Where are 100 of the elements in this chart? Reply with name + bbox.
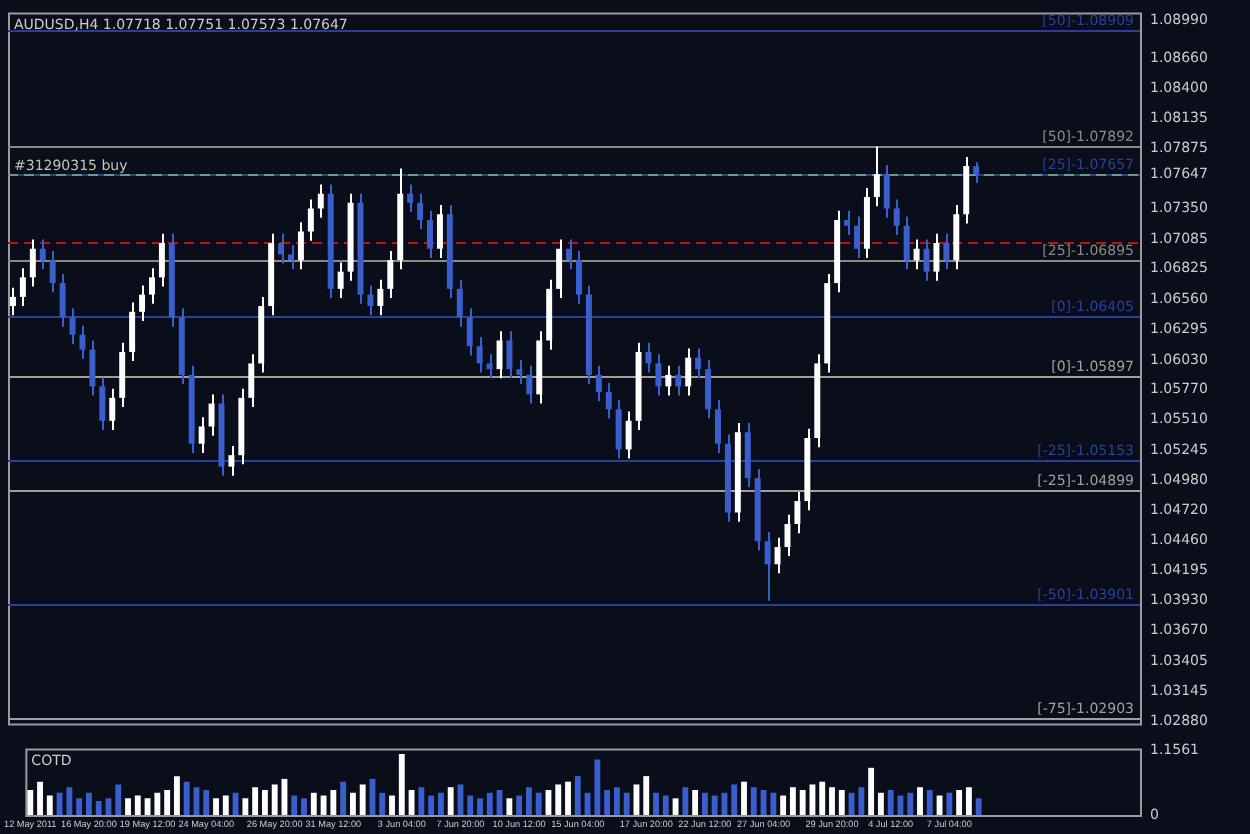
- candlestick: [69, 307, 76, 345]
- bar: [173, 776, 180, 815]
- candlestick: [59, 272, 66, 328]
- bar: [76, 798, 83, 815]
- candlestick: [496, 330, 503, 380]
- bar: [85, 792, 92, 815]
- bar: [37, 781, 43, 815]
- bar: [418, 787, 425, 815]
- candlestick: [158, 232, 165, 288]
- candlestick: [933, 232, 940, 282]
- bar: [271, 784, 278, 815]
- bar: [115, 784, 122, 815]
- candlestick: [367, 284, 374, 317]
- candlestick: [317, 183, 324, 219]
- bar: [555, 784, 562, 815]
- bar: [701, 792, 708, 815]
- bar: [692, 790, 699, 815]
- bar: [868, 767, 875, 815]
- bar: [887, 790, 894, 815]
- candlestick: [377, 278, 384, 317]
- candlestick: [139, 284, 146, 322]
- candlestick: [278, 232, 285, 265]
- bar: [349, 792, 356, 815]
- candlestick: [715, 399, 721, 454]
- candlestick: [288, 244, 294, 271]
- bar: [340, 781, 347, 815]
- candlestick: [913, 238, 920, 271]
- bar: [926, 790, 933, 815]
- bar: [750, 787, 757, 815]
- bar: [486, 792, 493, 815]
- candlestick: [198, 416, 205, 454]
- candlestick: [883, 163, 890, 219]
- candlestick: [516, 358, 523, 386]
- bar: [125, 798, 131, 815]
- bar: [252, 787, 259, 815]
- candlestick: [764, 531, 771, 602]
- candlestick: [39, 238, 46, 271]
- bar: [907, 792, 914, 815]
- candlestick: [19, 267, 26, 308]
- candlestick: [486, 353, 493, 380]
- candlestick: [854, 215, 860, 259]
- bar: [506, 798, 513, 815]
- candlestick: [556, 238, 563, 300]
- bar: [604, 790, 611, 815]
- bar: [623, 792, 630, 815]
- candlestick: [89, 339, 96, 397]
- candlestick: [595, 364, 602, 403]
- bar: [389, 795, 395, 815]
- candlestick: [307, 198, 314, 242]
- candlestick: [79, 324, 86, 360]
- candlestick: [297, 221, 304, 271]
- bar: [917, 787, 923, 815]
- candlestick: [695, 347, 702, 380]
- candlestick: [119, 341, 126, 408]
- bar: [213, 798, 219, 815]
- bar: [261, 790, 268, 815]
- candlestick: [99, 376, 106, 431]
- candlestick: [566, 238, 573, 271]
- candlestick: [973, 161, 980, 184]
- candlestick: [873, 145, 880, 208]
- candlestick: [476, 336, 483, 374]
- candlestick: [903, 215, 910, 271]
- candlestick: [575, 250, 582, 305]
- bar: [203, 790, 210, 815]
- candlestick: [943, 232, 950, 271]
- bar: [496, 790, 503, 815]
- bar: [46, 795, 53, 815]
- bar: [574, 776, 581, 815]
- bar: [672, 798, 679, 815]
- bar: [222, 795, 229, 815]
- candlestick: [49, 250, 56, 294]
- candlestick: [506, 330, 513, 380]
- bar: [731, 784, 738, 815]
- candlestick: [625, 410, 632, 460]
- bar: [437, 792, 444, 815]
- bar: [477, 798, 483, 815]
- bar: [965, 787, 972, 815]
- candlestick: [208, 393, 215, 437]
- candlestick: [456, 278, 463, 328]
- bar: [164, 790, 171, 815]
- bar: [535, 792, 542, 815]
- bar: [741, 781, 747, 815]
- candlestick: [149, 267, 155, 305]
- bar: [653, 792, 659, 815]
- candlestick: [605, 381, 612, 420]
- candlestick: [665, 364, 672, 397]
- bar: [291, 795, 298, 815]
- bar: [516, 795, 523, 815]
- bar: [428, 795, 435, 815]
- bar: [134, 795, 141, 815]
- candlestick: [705, 358, 712, 420]
- bar: [799, 790, 806, 815]
- bar: [829, 787, 835, 815]
- bar: [310, 792, 317, 815]
- bar: [858, 787, 865, 815]
- bar: [770, 792, 777, 815]
- candlestick: [794, 490, 801, 535]
- candlestick: [744, 422, 751, 489]
- bar: [975, 798, 982, 815]
- candlestick: [893, 198, 900, 236]
